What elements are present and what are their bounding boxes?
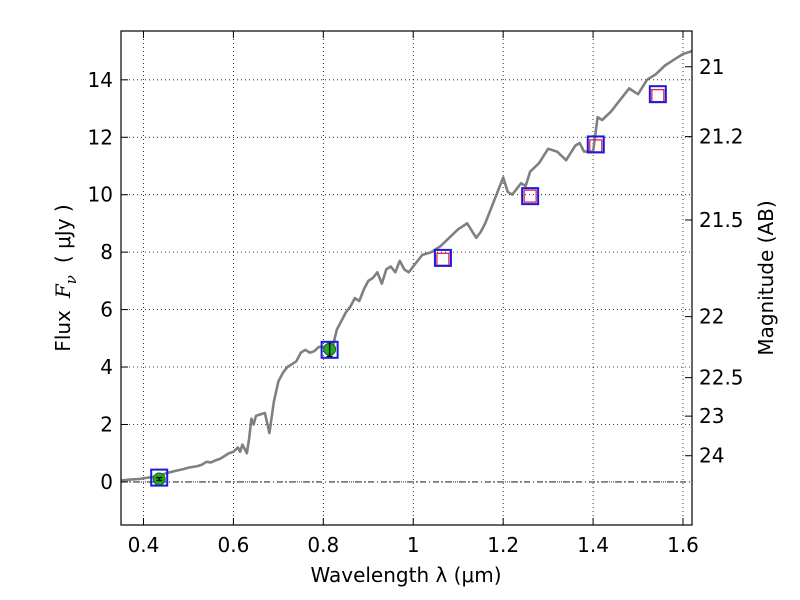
y-axis-title: Flux Fν ( μJy ): [51, 204, 80, 351]
model-photometry-marker: [433, 248, 452, 267]
mag-tick-label: 21.2: [699, 125, 744, 149]
x-tick-label: 1.4: [577, 533, 609, 557]
x-tick-label: 0.4: [128, 533, 160, 557]
photometry-markers: [150, 85, 667, 487]
mag-tick-label: 23: [699, 404, 724, 428]
grid-lines: [121, 31, 692, 525]
y-tick-label: 4: [100, 355, 113, 379]
plot-frame: [120, 30, 693, 526]
y-axis-title-subscript: ν: [62, 275, 80, 284]
x-tick-label: 0.8: [307, 533, 339, 557]
y-axis-title-text: Flux: [51, 310, 75, 352]
model-photometry-marker: [521, 187, 540, 206]
model-photometry-marker: [150, 468, 169, 487]
predicted-flux-marker: [589, 139, 603, 153]
model-photometry-marker: [586, 135, 605, 154]
mag-tick-label: 24: [699, 444, 724, 468]
y-tick-label: 0: [100, 470, 113, 494]
sed-model-layer: [120, 49, 693, 482]
mag-tick-label: 22: [699, 305, 724, 329]
mag-tick-label: 21.5: [699, 208, 744, 232]
y-axis-title-symbol: F: [51, 283, 75, 299]
x-tick-label: 1.2: [487, 533, 519, 557]
x-tick-label: 1: [407, 533, 420, 557]
y-tick-label: 8: [100, 240, 113, 264]
sed-model-line: [120, 49, 693, 482]
y-tick-label: 12: [88, 125, 113, 149]
right-axis-title: Magnitude (AB): [754, 200, 778, 355]
axis-ticks: 0.4 0.6 0.8 1 1.2 1.4 1.6024681012142121.221.5…: [88, 31, 744, 557]
y-tick-label: 2: [100, 412, 113, 436]
mag-tick-label: 21: [699, 55, 724, 79]
predicted-flux-marker: [436, 252, 450, 266]
predicted-flux-marker: [651, 88, 665, 103]
y-tick-label: 6: [100, 298, 113, 322]
mag-tick-label: 22.5: [699, 366, 744, 390]
x-tick-label: 0.6: [217, 533, 249, 557]
model-photometry-marker: [648, 85, 667, 104]
model-photometry-marker: [320, 340, 339, 359]
y-tick-label: 10: [88, 183, 113, 207]
x-axis-title: Wavelength λ (μm): [310, 563, 501, 587]
x-tick-label: 1.6: [667, 533, 699, 557]
y-tick-label: 14: [88, 68, 113, 92]
predicted-flux-marker: [523, 189, 537, 203]
y-axis-title-units: ( μJy ): [51, 204, 75, 263]
